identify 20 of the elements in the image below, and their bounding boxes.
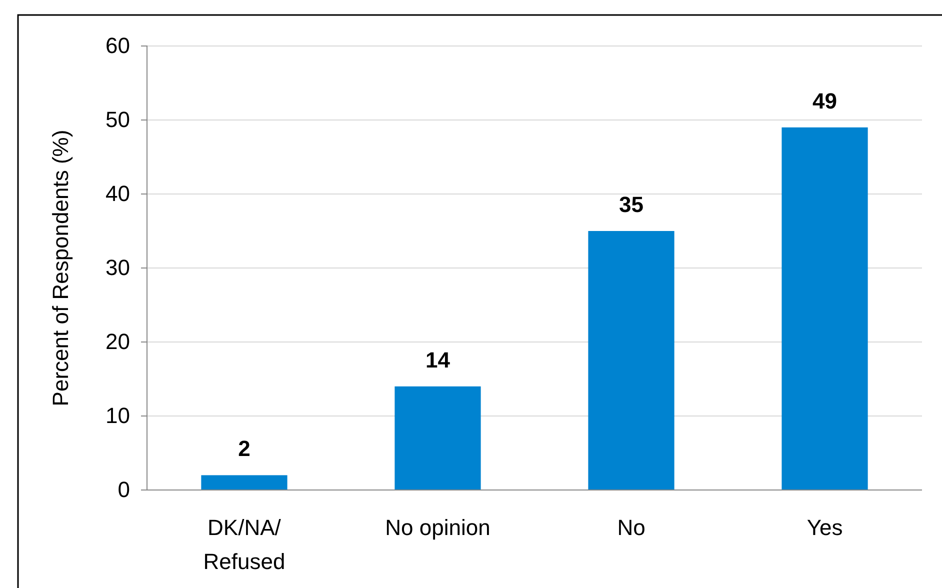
x-tick-label: DK/NA/ Refused	[203, 515, 286, 574]
bar	[782, 127, 868, 490]
y-tick-label: 10	[106, 403, 130, 428]
x-tick-label: No	[617, 515, 646, 540]
data-label: 35	[619, 192, 644, 217]
data-label: 49	[812, 88, 838, 114]
data-label: 2	[238, 436, 250, 462]
y-axis-title: Percent of Respondents (%)	[48, 130, 73, 406]
y-tick-label: 40	[106, 181, 130, 206]
bar	[588, 231, 674, 490]
y-tick-label: 50	[106, 107, 130, 132]
y-tick-label: 60	[106, 33, 130, 58]
x-tick-label: Yes	[806, 515, 843, 540]
bar	[201, 475, 288, 490]
y-tick-label: 30	[106, 255, 130, 280]
bar	[394, 386, 481, 490]
y-tick-label: 0	[118, 477, 130, 502]
x-tick-label: No opinion	[385, 515, 490, 540]
y-tick-label: 20	[106, 329, 130, 354]
data-label: 14	[426, 347, 451, 372]
